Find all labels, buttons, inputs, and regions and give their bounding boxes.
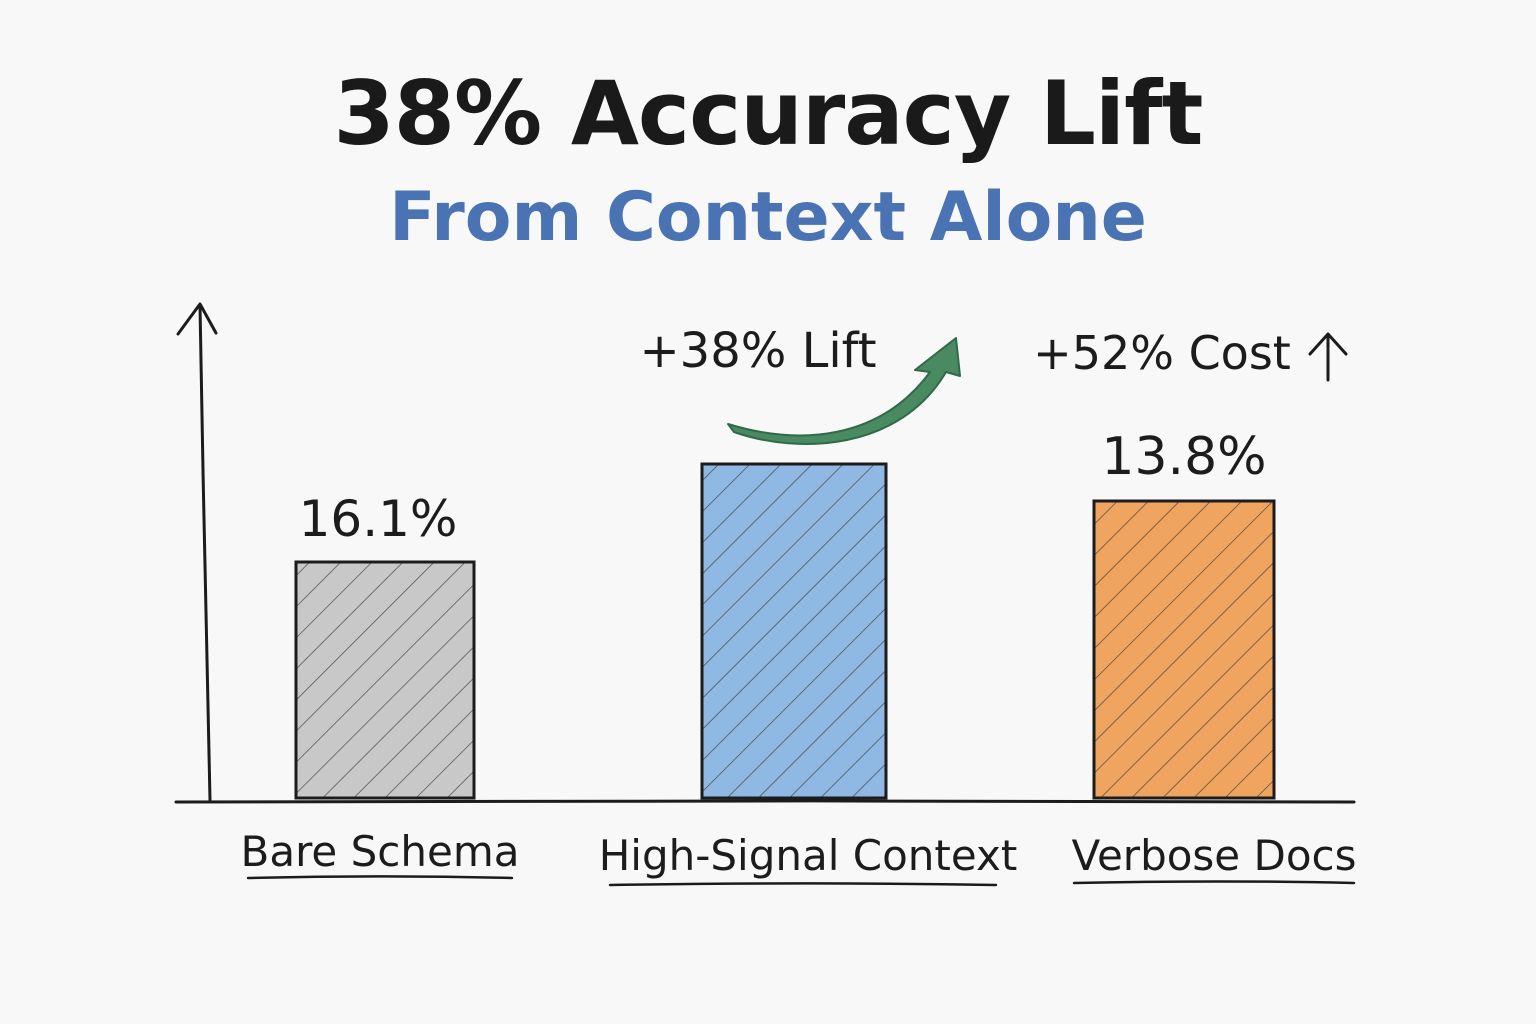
category-label-verbose-docs: Verbose Docs: [1071, 831, 1356, 880]
cost-annotation: +52% Cost: [1033, 326, 1291, 380]
chart-title: 38% Accuracy Lift: [333, 62, 1204, 165]
cost-up-arrow-icon: [1308, 332, 1348, 382]
lift-annotation: +38% Lift: [639, 323, 876, 379]
bar-hatch-verbose-docs: [1092, 499, 1276, 800]
value-label-bare-schema: 16.1%: [299, 490, 458, 548]
y-axis: [198, 304, 212, 802]
bar-hatch-bare-schema: [294, 560, 476, 800]
category-label-bare-schema: Bare Schema: [241, 827, 520, 876]
y-axis-arrowhead: [176, 302, 218, 336]
category-underline-high-signal-context: [608, 882, 998, 887]
x-axis: [174, 799, 1356, 804]
bar-hatch-high-signal-context: [700, 462, 888, 800]
value-label-verbose-docs: 13.8%: [1101, 427, 1266, 487]
category-underline-bare-schema: [246, 875, 514, 880]
chart-subtitle: From Context Alone: [389, 178, 1147, 257]
category-underline-verbose-docs: [1072, 880, 1356, 885]
category-label-high-signal-context: High-Signal Context: [599, 831, 1018, 880]
lift-arrow-icon: [727, 337, 961, 445]
